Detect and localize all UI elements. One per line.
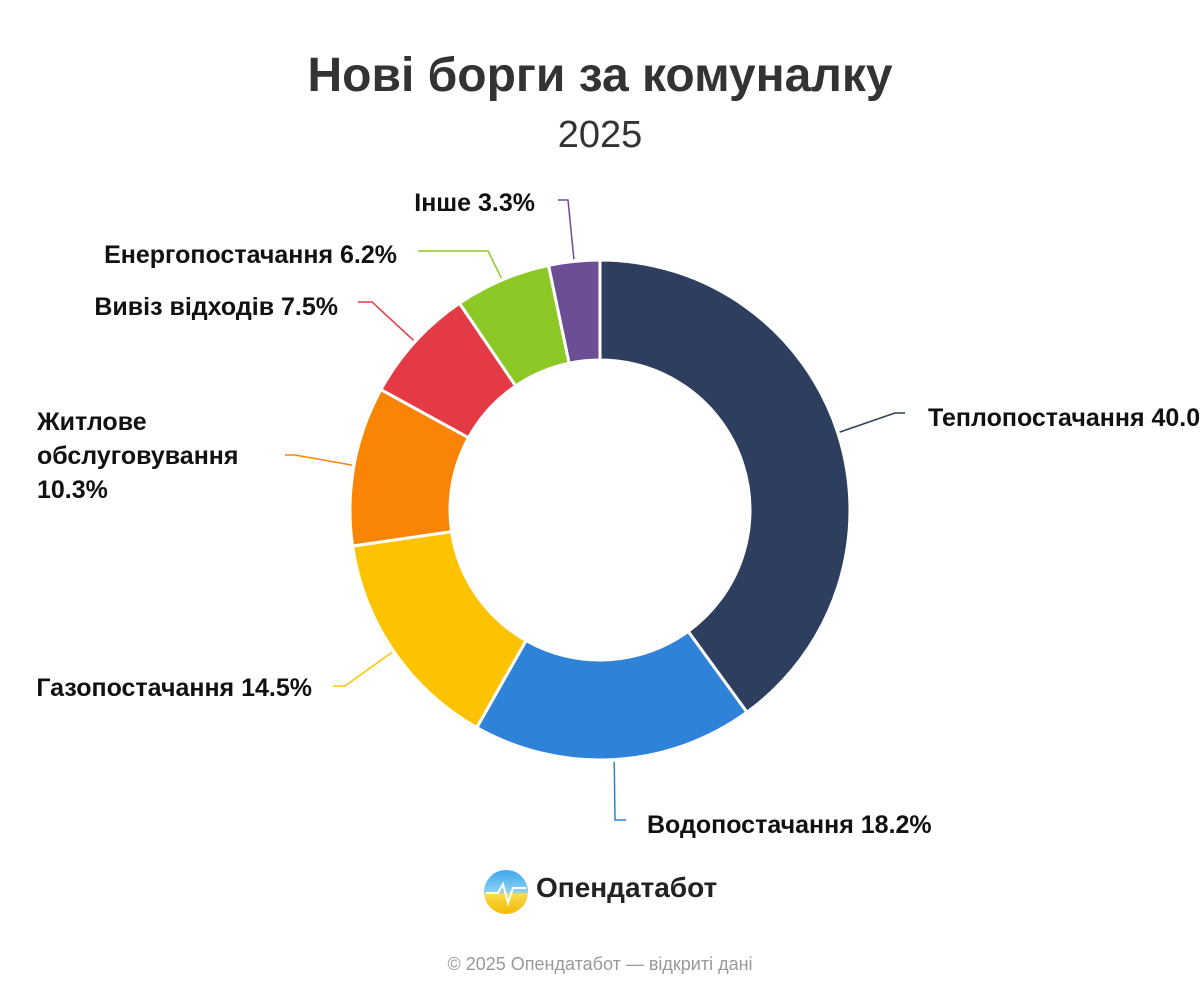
slice-category: Житлове обслуговування (37, 408, 239, 470)
leader-line (839, 412, 905, 433)
pie-slice (598, 258, 852, 714)
footer: © 2025 Опендатабот — відкриті дані (447, 954, 753, 974)
pie-slice (475, 629, 749, 762)
slice-label: Теплопостачання 40.0% (928, 401, 1200, 435)
slice-value: 10.3% (37, 476, 108, 504)
slice-label: Інше 3.3% (414, 186, 535, 220)
slice-label: Житлове обслуговування 10.3% (37, 405, 267, 507)
slice-value: 40.0% (1151, 404, 1200, 432)
slice-category: Енергопостачання (104, 241, 334, 269)
leader-line (358, 301, 415, 341)
slice-label: Вивіз відходів 7.5% (94, 290, 338, 324)
leader-line (613, 761, 626, 821)
slice-value: 18.2% (860, 811, 932, 839)
leader-line (558, 199, 575, 260)
leader-line (333, 651, 393, 687)
slice-category: Інше (414, 189, 472, 217)
slice-label: Водопостачання 18.2% (647, 808, 932, 842)
slice-category: Теплопостачання (928, 404, 1145, 432)
slice-value: 6.2% (340, 241, 397, 269)
slice-category: Вивіз відходів (94, 293, 275, 321)
slice-label: Газопостачання 14.5% (36, 671, 312, 705)
chart-subtitle: 2025 (557, 114, 643, 156)
slice-value: 7.5% (281, 293, 338, 321)
leader-line (285, 454, 353, 466)
brand-name: Опендатабот (536, 872, 718, 903)
slice-category: Газопостачання (36, 674, 235, 702)
chart-title: Нові борги за комуналку (307, 49, 893, 102)
slice-value: 3.3% (478, 189, 535, 217)
brand-logo-wave (486, 881, 526, 907)
slice-value: 14.5% (241, 674, 312, 702)
leader-line (418, 250, 503, 279)
slice-label: Енергопостачання 6.2% (104, 238, 397, 272)
pie-slice (547, 258, 602, 365)
slice-category: Водопостачання (647, 811, 854, 839)
